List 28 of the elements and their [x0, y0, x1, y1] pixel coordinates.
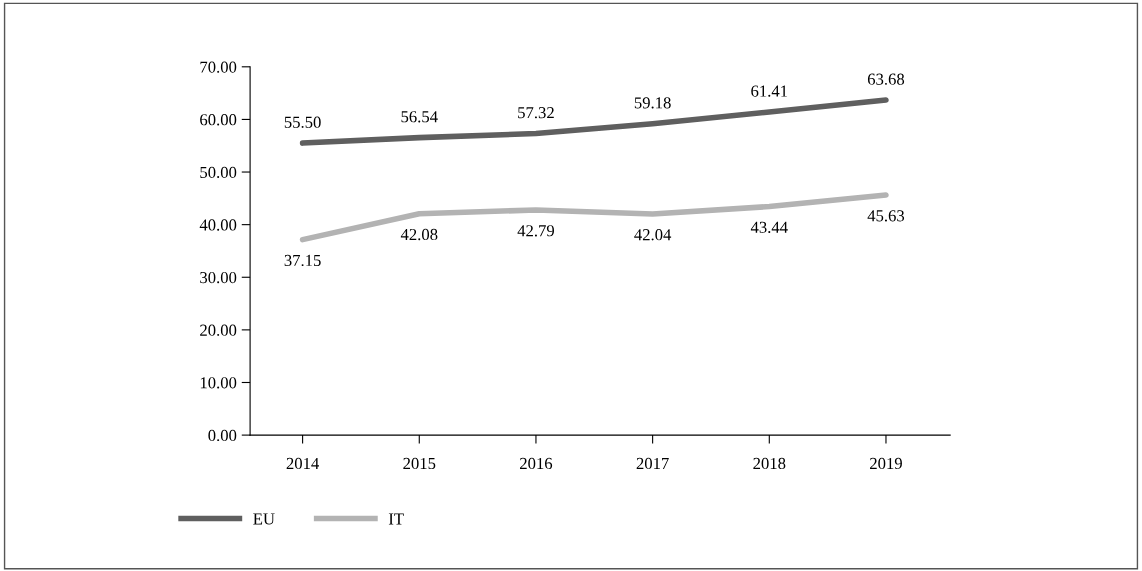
data-label: 42.79: [517, 225, 555, 237]
x-tick-label: 2018: [753, 457, 786, 470]
data-label: 61.41: [751, 85, 788, 97]
x-tick-label: 2014: [286, 457, 320, 470]
data-label: 42.08: [400, 228, 438, 241]
data-label: 56.54: [401, 111, 438, 123]
data-label: 55.50: [284, 116, 321, 128]
data-label: 45.63: [867, 210, 905, 222]
y-tick-label: 40.00: [199, 219, 237, 231]
data-label: 59.18: [634, 97, 671, 109]
y-tick-label: 50.00: [200, 166, 237, 179]
y-tick-label: 60.00: [200, 114, 237, 126]
data-label: 63.68: [867, 73, 905, 85]
legend-label: IT: [388, 513, 404, 525]
x-tick-label: 2015: [403, 457, 436, 470]
data-label: 43.44: [750, 221, 788, 234]
legend-label: EU: [253, 513, 275, 525]
x-tick-label: 2016: [520, 457, 553, 470]
y-tick-label: 30.00: [200, 271, 237, 284]
y-tick-label: 10.00: [200, 377, 237, 389]
y-tick-label: 20.00: [200, 324, 237, 336]
data-label: 37.15: [284, 254, 321, 267]
x-tick-label: 2017: [636, 457, 669, 470]
data-label: 42.04: [634, 229, 672, 241]
x-tick-label: 2019: [870, 457, 902, 470]
y-tick-label: 0.00: [208, 429, 237, 442]
data-label: 57.32: [518, 107, 554, 119]
y-tick-label: 70.00: [200, 61, 237, 73]
